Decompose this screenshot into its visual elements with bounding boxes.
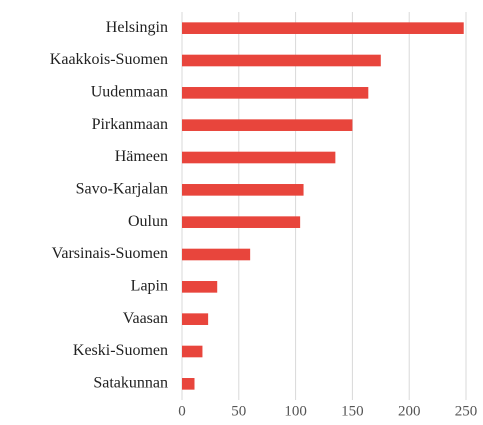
- y-tick-label: Vaasan: [123, 310, 168, 327]
- bar: [182, 151, 336, 164]
- bar: [182, 184, 304, 196]
- bar: [182, 87, 369, 99]
- bar: [182, 281, 218, 293]
- x-tick-label: 0: [178, 403, 186, 419]
- y-tick-label: Kaakkois-Suomen: [50, 51, 168, 68]
- bar: [182, 345, 203, 358]
- bar: [182, 378, 195, 390]
- bar: [182, 313, 209, 325]
- x-tick-label: 250: [455, 403, 478, 419]
- y-tick-label: Lapin: [131, 278, 168, 295]
- x-tick-label: 50: [231, 403, 246, 419]
- y-tick-label: Oulun: [128, 213, 168, 230]
- x-tick-label: 100: [284, 403, 307, 419]
- bar: [182, 216, 301, 228]
- x-tick-label: 150: [341, 403, 364, 419]
- bar: [182, 248, 251, 261]
- y-tick-label: Keski-Suomen: [73, 342, 168, 359]
- y-tick-label: Satakunnan: [93, 375, 168, 392]
- bar: [182, 119, 353, 131]
- y-tick-label: Pirkanmaan: [92, 116, 168, 133]
- y-tick-label: Savo-Karjalan: [76, 181, 168, 198]
- y-tick-label: Helsingin: [106, 19, 168, 36]
- y-tick-label: Uudenmaan: [91, 84, 168, 101]
- bar: [182, 22, 464, 34]
- x-tick-label: 200: [398, 403, 421, 419]
- y-tick-label: Varsinais-Suomen: [52, 245, 168, 262]
- y-tick-label: Hämeen: [115, 148, 168, 165]
- bar: [182, 54, 381, 67]
